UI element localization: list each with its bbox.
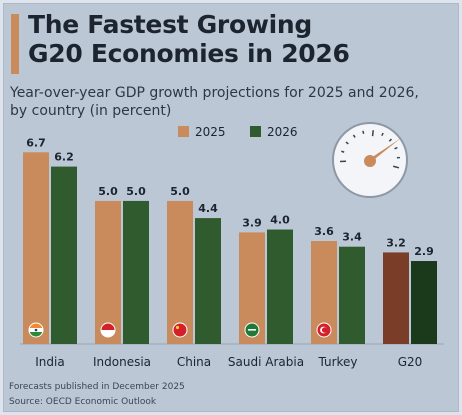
value-label-india-2026: 6.2 [54, 151, 74, 164]
flag-stripe [101, 330, 115, 337]
x-tick-label-g20: G20 [398, 355, 423, 369]
value-label-g20-2025: 3.2 [386, 236, 406, 249]
india-flag-icon [28, 322, 44, 338]
value-label-indonesia-2026: 5.0 [126, 185, 146, 198]
gauge-tick [371, 130, 374, 137]
gauge-tick [392, 165, 400, 169]
flag-emblem [248, 329, 256, 331]
bar-indonesia-2025 [95, 200, 121, 344]
chart-title: The Fastest Growing G20 Economies in 202… [28, 10, 448, 68]
flag-ring [100, 322, 116, 338]
gauge-tick [381, 132, 384, 137]
value-label-saudi-arabia-2026: 4.0 [270, 214, 290, 227]
flag-body [173, 323, 187, 337]
bar-g20-2026 [411, 261, 437, 344]
gauge-tick [362, 130, 365, 134]
gauge-tick [394, 146, 398, 150]
flag-ring [28, 322, 44, 338]
bar-india-2025 [23, 152, 49, 344]
indonesia-flag-icon [100, 322, 116, 338]
title-accent-bar [11, 14, 19, 74]
flag-body [317, 323, 331, 337]
value-label-india-2025: 6.7 [26, 136, 46, 149]
speedometer-gauge-icon [332, 122, 408, 198]
flag-stripe [101, 323, 115, 330]
bar-china-2025 [167, 200, 193, 344]
gauge-tick [341, 150, 345, 153]
flag-wheel [34, 328, 38, 332]
value-label-turkey-2026: 3.4 [342, 231, 362, 244]
value-label-saudi-arabia-2025: 3.9 [242, 216, 262, 229]
legend-label-2026: 2026 [267, 125, 298, 139]
flag-ring [316, 322, 332, 338]
value-label-china-2026: 4.4 [198, 202, 218, 215]
bar-china-2026 [195, 218, 221, 344]
x-tick-label-india: India [35, 355, 64, 369]
x-tick-label-turkey: Turkey [317, 355, 357, 369]
bar-saudi-arabia-2026 [267, 229, 293, 344]
flag-star [175, 325, 180, 330]
flag-body [29, 323, 43, 337]
gauge-tick [352, 134, 356, 138]
legend-swatch-2025 [178, 126, 189, 137]
bar-g20-2025 [383, 252, 409, 344]
gauge-hub [364, 155, 376, 167]
title-line-1: The Fastest Growing [28, 10, 312, 39]
flag-crescent-inner [321, 327, 328, 333]
subtitle-line-2: by country (in percent) [10, 103, 172, 119]
x-tick-label-indonesia: Indonesia [93, 355, 151, 369]
flag-ring [244, 322, 260, 338]
legend-swatch-2026 [250, 126, 261, 137]
x-tick-label-china: China [177, 355, 211, 369]
footer-note: Forecasts published in December 2025 [9, 382, 185, 392]
bar-indonesia-2026 [123, 200, 149, 344]
value-label-indonesia-2025: 5.0 [98, 185, 118, 198]
bar-india-2026 [51, 166, 77, 344]
value-label-turkey-2025: 3.6 [314, 225, 334, 238]
saudi-arabia-flag-icon [244, 322, 260, 338]
chart-subtitle: Year-over-year GDP growth projections fo… [10, 84, 450, 120]
value-label-g20-2026: 2.9 [414, 245, 434, 258]
subtitle-line-1: Year-over-year GDP growth projections fo… [10, 85, 419, 101]
bar-turkey-2026 [339, 246, 365, 344]
flag-ring [172, 322, 188, 338]
x-tick-label-saudi-arabia: Saudi Arabia [228, 355, 304, 369]
flag-stripe [29, 332, 43, 337]
value-label-china-2025: 5.0 [170, 185, 190, 198]
legend-label-2025: 2025 [195, 125, 226, 139]
flag-body [101, 323, 115, 337]
gauge-tick [345, 141, 349, 145]
flag-body [245, 323, 259, 337]
gauge-tick [388, 138, 393, 142]
footer-source: Source: OECD Economic Outlook [9, 397, 157, 407]
flag-stripe [29, 323, 43, 328]
turkey-flag-icon [316, 322, 332, 338]
title-line-2: G20 Economies in 2026 [28, 39, 350, 68]
china-flag-icon [172, 322, 188, 338]
